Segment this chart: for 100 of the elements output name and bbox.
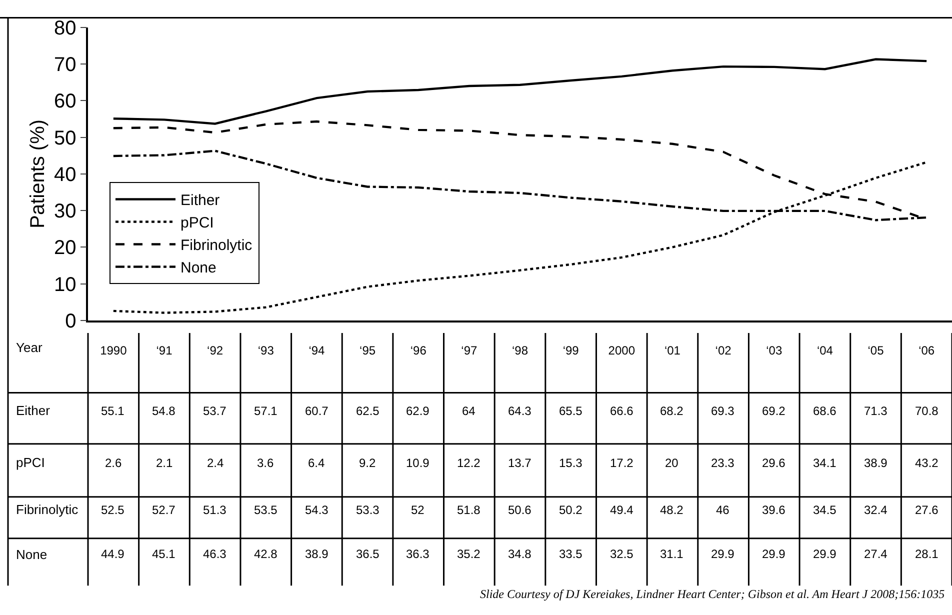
y-tick-label: 10 (54, 274, 76, 296)
data-label: 54.3 (305, 503, 329, 517)
text: Either (16, 403, 50, 418)
data-label: 71.3 (864, 404, 888, 418)
data-label: 34.1 (813, 456, 837, 470)
data-label: 39.6 (762, 503, 786, 517)
data-label: 3.6 (257, 456, 274, 470)
data-label: 45.1 (152, 547, 176, 561)
legend-label: Either (180, 192, 220, 210)
data-label: 68.2 (660, 404, 684, 418)
data-label: 50.2 (559, 503, 583, 517)
data-label: 54.8 (152, 404, 176, 418)
data-label: 53.3 (356, 503, 380, 517)
data-label: 44.9 (101, 547, 125, 561)
data-label: 50.6 (508, 503, 532, 517)
data-label: 10.9 (406, 456, 430, 470)
data-label: 28.1 (915, 547, 939, 561)
text: Slide Courtesy of DJ Kereiakes, Lindner Heart Center; Gibson et al. Am Heart J 2008;156:1035 (480, 587, 945, 601)
data-label: 69.3 (711, 404, 735, 418)
data-label: 33.5 (559, 547, 583, 561)
x-tick-label: ‘01 (664, 344, 681, 358)
data-label: 31.1 (660, 547, 684, 561)
x-tick-label: 2000 (608, 344, 636, 358)
text: None (16, 547, 48, 562)
x-tick-label: ‘99 (562, 344, 580, 358)
data-label: 51.8 (457, 503, 481, 517)
legend-label: None (180, 260, 216, 277)
data-label: 46.3 (203, 547, 227, 561)
x-tick-label: ‘94 (308, 344, 326, 358)
x-tick-label: ‘96 (410, 344, 427, 358)
x-axis-title: Year (16, 340, 43, 355)
data-label: 20 (665, 456, 679, 470)
data-label: 2.6 (105, 456, 122, 470)
data-label: 36.5 (356, 547, 380, 561)
y-tick-label: 40 (54, 164, 76, 186)
data-label: 36.3 (406, 547, 430, 561)
data-label: 70.8 (915, 404, 939, 418)
text: pPCI (16, 455, 45, 470)
data-label: 29.9 (813, 547, 837, 561)
data-label: 6.4 (308, 456, 326, 470)
data-label: 29.9 (762, 547, 786, 561)
x-tick-label: ‘91 (156, 344, 173, 358)
data-label: 13.7 (508, 456, 532, 470)
data-label: 42.8 (254, 547, 278, 561)
y-tick-label: 0 (65, 310, 76, 332)
data-label: 46 (716, 503, 730, 517)
y-axis-title: Patients (%) (27, 119, 49, 228)
data-label: 12.2 (457, 456, 481, 470)
x-tick-label: ‘05 (868, 344, 884, 358)
x-tick-label: ‘03 (766, 344, 782, 358)
data-label: 23.3 (711, 456, 735, 470)
data-label: 60.7 (305, 404, 329, 418)
x-tick-label: ‘95 (360, 344, 376, 358)
data-label: 34.8 (508, 547, 532, 561)
x-tick-label: ‘97 (461, 344, 478, 358)
data-label: 38.9 (305, 547, 329, 561)
data-label: 53.7 (203, 404, 227, 418)
data-label: 52.5 (101, 503, 125, 517)
y-tick-label: 50 (54, 127, 76, 150)
data-label: 27.4 (864, 547, 888, 561)
text: Fibrinolytic (16, 502, 78, 517)
data-label: 2.1 (156, 456, 174, 470)
x-tick-label: ‘92 (207, 344, 224, 358)
data-label: 29.9 (711, 547, 735, 561)
y-tick-label: 30 (54, 200, 76, 223)
data-label: 35.2 (457, 547, 481, 561)
data-label: 52.7 (152, 503, 176, 517)
data-label: 55.1 (101, 404, 125, 418)
data-label: 2.4 (207, 456, 224, 470)
data-label: 9.2 (359, 456, 376, 470)
x-tick-label: ‘04 (816, 344, 834, 358)
data-label: 15.3 (559, 456, 583, 470)
data-label: 51.3 (203, 503, 227, 517)
x-tick-label: ‘06 (918, 344, 935, 358)
data-label: 32.4 (864, 503, 888, 517)
y-tick-label: 60 (54, 90, 76, 113)
legend-label: pPCI (180, 214, 214, 232)
data-label: 64 (462, 404, 476, 418)
data-label: 43.2 (915, 456, 939, 470)
data-label: 53.5 (254, 503, 278, 517)
data-label: 34.5 (813, 503, 837, 517)
y-tick-label: 80 (54, 17, 76, 40)
data-label: 57.1 (254, 404, 278, 418)
y-tick-label: 20 (54, 237, 76, 260)
data-label: 52 (411, 503, 425, 517)
data-label: 68.6 (813, 404, 837, 418)
x-tick-label: 1990 (100, 344, 128, 358)
legend-label: Fibrinolytic (180, 237, 253, 254)
data-label: 65.5 (559, 404, 583, 418)
x-tick-label: ‘93 (258, 344, 274, 358)
data-label: 38.9 (864, 456, 888, 470)
x-tick-label: ‘02 (715, 344, 732, 358)
data-label: 29.6 (762, 456, 786, 470)
data-label: 62.9 (406, 404, 430, 418)
data-label: 62.5 (356, 404, 380, 418)
data-label: 32.5 (610, 547, 634, 561)
data-label: 64.3 (508, 404, 532, 418)
data-label: 48.2 (660, 503, 684, 517)
data-label: 49.4 (610, 503, 634, 517)
line-series (112, 58, 928, 125)
